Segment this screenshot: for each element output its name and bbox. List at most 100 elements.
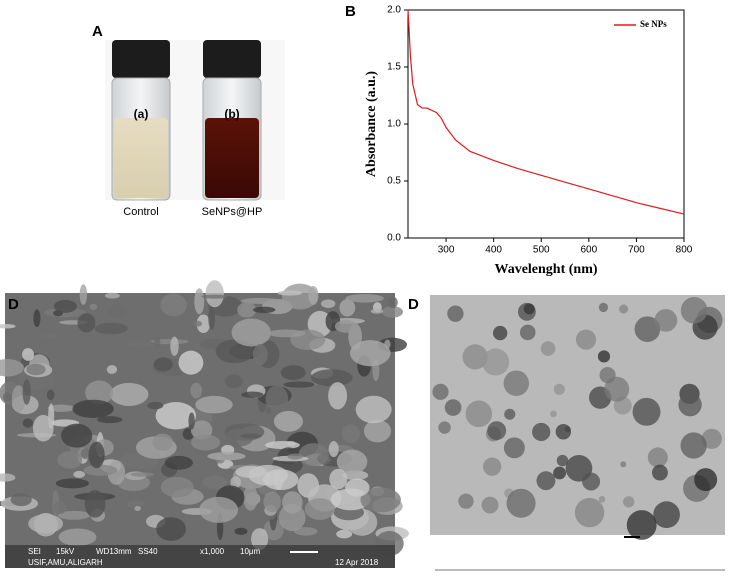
grain (252, 306, 276, 314)
grain (46, 389, 55, 401)
grain (53, 299, 77, 313)
grain (57, 451, 83, 469)
x-tick-label: 600 (580, 245, 597, 256)
x-tick-label: 800 (676, 245, 693, 256)
x-tick-label: 400 (485, 245, 502, 256)
grain (349, 340, 391, 367)
particle (504, 408, 516, 420)
grain (85, 380, 114, 405)
particle (503, 370, 530, 396)
y-tick-label: 2.0 (387, 5, 401, 16)
particle (632, 397, 661, 426)
grain (88, 441, 105, 469)
info-bar (5, 545, 395, 568)
grain (328, 441, 339, 458)
grain (104, 292, 120, 299)
info-item: 15kV (56, 547, 75, 556)
panel-a: A (a) (b) Control SeNPs@HP (92, 23, 285, 218)
grain (334, 320, 358, 333)
particle (680, 297, 708, 324)
liquid (205, 118, 259, 198)
particle (462, 344, 488, 370)
grain (208, 307, 216, 330)
grain (384, 339, 391, 349)
grain (10, 493, 32, 507)
grain (89, 303, 98, 310)
grain (32, 414, 54, 442)
grain (207, 452, 246, 461)
particle (482, 348, 510, 376)
particle (553, 466, 567, 480)
grain (73, 470, 85, 478)
grain (280, 365, 306, 381)
grain (345, 294, 384, 303)
grain (164, 455, 193, 470)
particle (582, 472, 601, 491)
grain (237, 302, 257, 318)
x-axis-label: Wavelenght (nm) (494, 262, 597, 277)
grain (61, 423, 93, 448)
legend-label: Se NPs (640, 19, 667, 29)
tem-texture (432, 297, 723, 540)
grain (234, 527, 248, 535)
grain (224, 374, 243, 389)
grain (345, 478, 370, 497)
grain (235, 465, 266, 479)
info-item: SEI (28, 547, 41, 556)
caption: Control (123, 206, 158, 218)
grain (310, 369, 353, 387)
grain (282, 491, 303, 514)
grain (52, 501, 67, 515)
x-tick-label: 500 (533, 245, 550, 256)
info-item: WD13mm (96, 547, 132, 556)
grain (294, 527, 318, 536)
grain (205, 280, 224, 308)
series-line (407, 9, 685, 215)
grain (0, 323, 16, 329)
panel-label: A (92, 23, 103, 40)
grain (109, 382, 149, 406)
grain (265, 440, 300, 450)
info-item: SS40 (138, 547, 158, 556)
grain (94, 322, 128, 335)
grain (188, 412, 195, 430)
grain (263, 491, 282, 513)
grain (341, 424, 361, 444)
grain (265, 406, 272, 414)
grain (79, 284, 88, 305)
grain (193, 320, 203, 327)
particle (634, 316, 661, 343)
grain (0, 359, 24, 377)
liquid (114, 118, 168, 198)
grain (195, 395, 233, 414)
info: SEI 15kV WD13mm SS40 x1,000 10μm (28, 547, 261, 556)
grain (57, 510, 91, 520)
grain (329, 468, 348, 490)
grain (239, 433, 262, 439)
particle (519, 324, 536, 341)
particle (654, 308, 678, 332)
grain (194, 288, 205, 315)
grain (170, 336, 179, 356)
particle (701, 428, 722, 449)
x-tick-label: 300 (438, 245, 455, 256)
grain (360, 487, 401, 513)
grain (134, 506, 141, 511)
y-tick-label: 1.0 (387, 119, 401, 130)
grain (178, 350, 204, 375)
particle (458, 493, 474, 509)
grain (108, 304, 128, 319)
grain (231, 318, 271, 347)
panel-label: D (8, 296, 19, 313)
particle (492, 325, 508, 341)
grain (72, 399, 114, 419)
grain (33, 309, 41, 328)
grain (363, 419, 392, 443)
particle (483, 457, 502, 476)
grain (22, 418, 33, 428)
grain (55, 478, 89, 489)
grain (196, 314, 211, 334)
particle (678, 393, 702, 417)
particle (694, 468, 718, 492)
grain (83, 464, 118, 476)
